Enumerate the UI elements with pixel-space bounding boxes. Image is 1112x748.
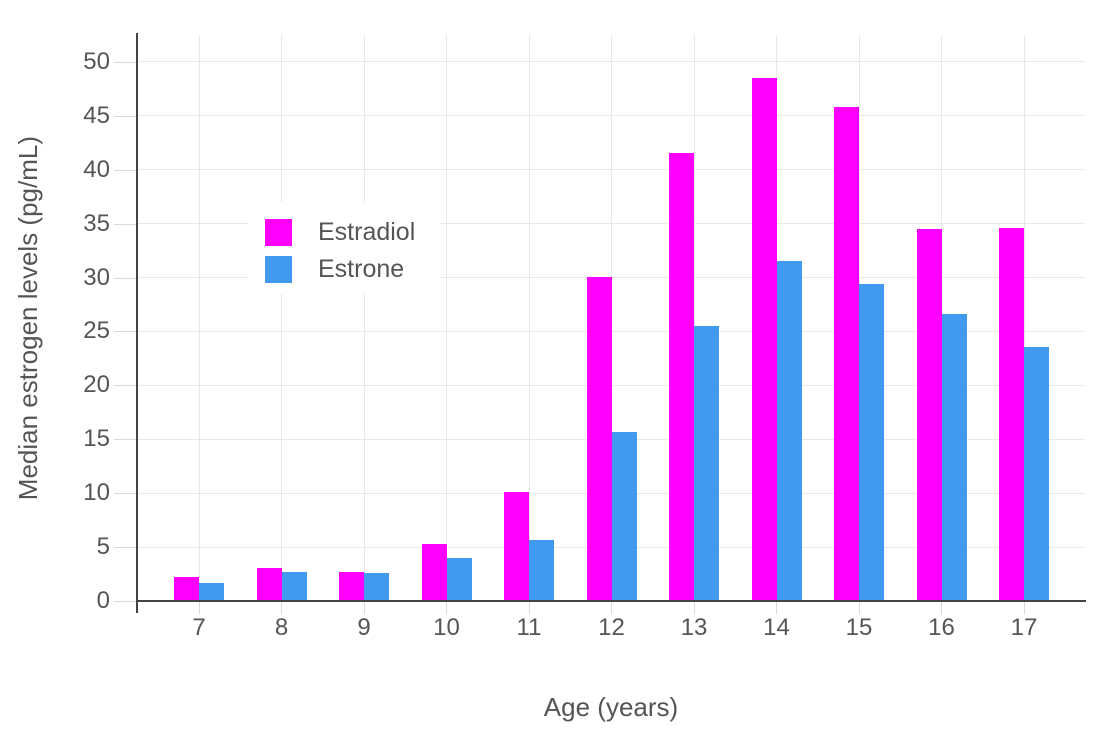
bar-estrone-age-13[interactable] xyxy=(694,326,719,601)
bar-estradiol-age-10[interactable] xyxy=(421,543,447,601)
bar-estrone-age-12[interactable] xyxy=(611,431,637,601)
x-tick-label-9: 9 xyxy=(357,614,371,641)
gridline-x-8 xyxy=(281,35,282,601)
x-tick-label-15: 15 xyxy=(845,614,873,641)
x-tick-label-16: 16 xyxy=(928,614,955,641)
y-axis-title: Median estrogen levels (pg/mL) xyxy=(12,135,43,501)
y-tick-20 xyxy=(114,385,136,387)
y-tick-label-10: 10 xyxy=(83,479,110,507)
x-tick-12 xyxy=(611,602,612,614)
y-tick-50 xyxy=(114,61,136,63)
legend-swatch-estrone xyxy=(265,256,292,283)
plot-area xyxy=(137,35,1085,601)
y-tick-label-45: 45 xyxy=(83,101,110,129)
bar-estrone-age-10[interactable] xyxy=(446,557,472,601)
y-tick-5 xyxy=(114,547,136,549)
y-tick-30 xyxy=(114,277,136,279)
x-tick-14 xyxy=(776,602,777,614)
bar-estradiol-age-9[interactable] xyxy=(339,571,364,601)
y-tick-label-20: 20 xyxy=(83,371,110,399)
x-tick-label-10: 10 xyxy=(433,614,460,641)
legend: Estradiol Estrone xyxy=(248,202,440,294)
bar-estradiol-age-12[interactable] xyxy=(586,276,612,601)
bar-estradiol-age-11[interactable] xyxy=(504,492,529,601)
y-axis-line xyxy=(136,33,138,613)
x-tick-17 xyxy=(1023,602,1025,614)
x-tick-10 xyxy=(446,602,447,614)
legend-item-estrone[interactable]: Estrone xyxy=(248,251,440,288)
bar-estrone-age-9[interactable] xyxy=(364,572,389,601)
x-tick-label-12: 12 xyxy=(598,614,625,641)
x-tick-label-8: 8 xyxy=(274,614,289,641)
y-tick-label-35: 35 xyxy=(83,209,110,237)
x-tick-9 xyxy=(363,602,365,614)
y-tick-0 xyxy=(114,601,136,602)
gridline-x-11 xyxy=(528,35,530,601)
gridline-x-13 xyxy=(693,35,695,601)
y-tick-label-0: 0 xyxy=(96,587,110,614)
x-tick-8 xyxy=(281,602,282,614)
y-tick-25 xyxy=(114,331,136,333)
legend-item-estradiol[interactable]: Estradiol xyxy=(248,214,440,251)
x-tick-15 xyxy=(858,602,860,614)
legend-label-estradiol: Estradiol xyxy=(318,218,416,246)
bar-estrone-age-17[interactable] xyxy=(1024,346,1049,601)
y-tick-10 xyxy=(114,493,136,495)
legend-swatch-estradiol xyxy=(265,219,292,246)
y-tick-label-40: 40 xyxy=(83,155,110,183)
bar-estradiol-age-13[interactable] xyxy=(669,152,694,601)
gridline-x-7 xyxy=(198,35,200,601)
x-tick-16 xyxy=(941,602,942,614)
x-tick-label-7: 7 xyxy=(192,614,206,641)
x-tick-11 xyxy=(528,602,530,614)
x-tick-label-11: 11 xyxy=(516,614,542,641)
y-tick-15 xyxy=(114,439,136,441)
bar-estrone-age-11[interactable] xyxy=(529,539,554,601)
x-axis-line xyxy=(136,600,1086,602)
bar-estrone-age-14[interactable] xyxy=(776,261,802,601)
bar-estradiol-age-8[interactable] xyxy=(256,567,282,601)
gridline-x-12 xyxy=(611,35,612,601)
bar-estrone-age-15[interactable] xyxy=(859,284,884,601)
y-tick-label-30: 30 xyxy=(83,263,110,291)
y-tick-label-25: 25 xyxy=(83,317,110,345)
bar-estradiol-age-14[interactable] xyxy=(751,78,777,601)
gridline-x-10 xyxy=(446,35,447,601)
gridline-x-9 xyxy=(363,35,365,601)
y-tick-35 xyxy=(114,223,136,225)
y-tick-label-50: 50 xyxy=(83,47,110,75)
y-tick-40 xyxy=(114,169,136,171)
bar-estradiol-age-17[interactable] xyxy=(999,227,1024,601)
legend-label-estrone: Estrone xyxy=(318,255,405,283)
y-tick-label-15: 15 xyxy=(83,425,110,453)
bar-estrone-age-7[interactable] xyxy=(199,582,224,601)
bar-estrone-age-16[interactable] xyxy=(941,314,967,601)
x-tick-label-17: 17 xyxy=(1010,614,1038,641)
bar-estrone-age-8[interactable] xyxy=(281,571,307,601)
bar-estradiol-age-7[interactable] xyxy=(174,577,199,601)
x-tick-label-14: 14 xyxy=(763,614,790,641)
x-tick-13 xyxy=(693,602,695,614)
x-tick-7 xyxy=(198,602,200,614)
gridline-x-17 xyxy=(1023,35,1025,601)
x-axis-title: Age (years) xyxy=(543,692,679,722)
bar-estradiol-age-15[interactable] xyxy=(834,107,859,601)
y-tick-45 xyxy=(114,115,136,117)
bar-estradiol-age-16[interactable] xyxy=(916,229,942,601)
x-tick-label-13: 13 xyxy=(680,614,708,641)
y-tick-label-5: 5 xyxy=(96,533,110,561)
